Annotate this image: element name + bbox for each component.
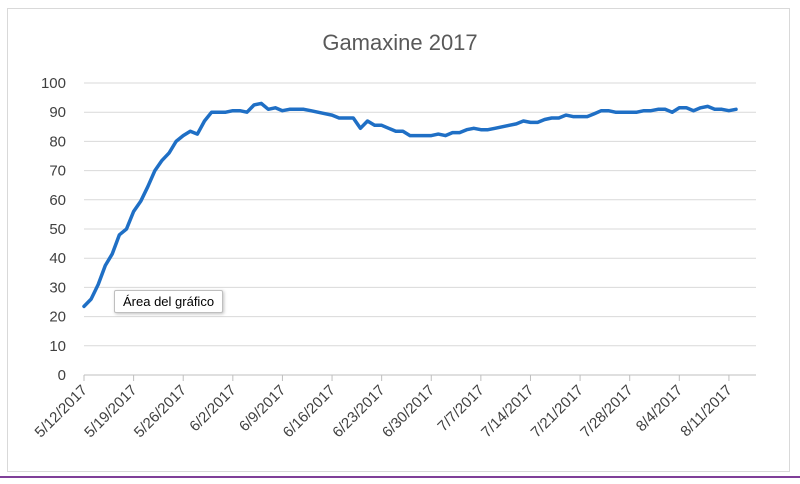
y-tick-label: 50 bbox=[49, 221, 66, 238]
x-tick-label: 5/12/2017 bbox=[32, 382, 91, 441]
y-tick-label: 60 bbox=[49, 192, 66, 209]
y-tick-label: 40 bbox=[49, 250, 66, 267]
y-axis-ticks: 0 10 20 30 40 50 60 70 80 90 100 bbox=[41, 75, 66, 384]
y-tick-label: 20 bbox=[49, 309, 66, 326]
x-tick-label: 7/28/2017 bbox=[577, 382, 636, 441]
y-tick-label: 100 bbox=[41, 75, 66, 92]
y-tick-label: 80 bbox=[49, 133, 66, 150]
series-line bbox=[82, 101, 738, 309]
x-tick-label: 7/14/2017 bbox=[478, 382, 537, 441]
x-tick-label: 7/21/2017 bbox=[528, 382, 587, 441]
gridlines bbox=[84, 82, 756, 376]
chart-area[interactable] bbox=[7, 8, 790, 472]
y-tick-label: 30 bbox=[49, 279, 66, 296]
x-tick-label: 5/26/2017 bbox=[131, 382, 190, 441]
x-axis: 5/12/20175/19/20175/26/20176/2/20176/9/2… bbox=[32, 375, 736, 441]
y-tick-label: 90 bbox=[49, 104, 66, 121]
y-tick-label: 0 bbox=[58, 367, 66, 384]
x-tick-label: 6/23/2017 bbox=[329, 382, 388, 441]
x-tick-label: 6/2/2017 bbox=[186, 382, 239, 435]
y-tick-label: 70 bbox=[49, 163, 66, 180]
bottom-accent-line bbox=[0, 476, 800, 478]
x-tick-label: 6/30/2017 bbox=[379, 382, 438, 441]
chart-title: Gamaxine 2017 bbox=[322, 30, 477, 55]
x-tick-label: 8/11/2017 bbox=[677, 382, 735, 440]
x-tick-label: 5/19/2017 bbox=[81, 382, 140, 441]
chart-area-tooltip: Área del gráfico bbox=[114, 290, 224, 313]
x-tick-label: 6/16/2017 bbox=[280, 382, 339, 441]
y-tick-label: 10 bbox=[49, 338, 66, 355]
series-layer bbox=[82, 101, 738, 309]
